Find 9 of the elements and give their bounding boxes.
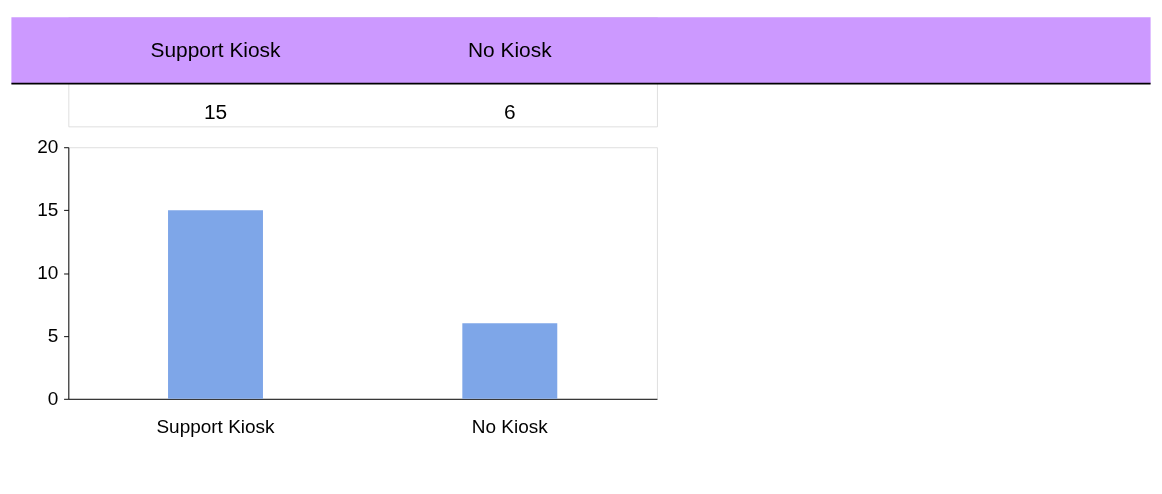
data-label: 15	[203, 99, 228, 123]
category-label: No Kiosk	[468, 38, 552, 62]
data-label: 6	[503, 99, 516, 123]
y-tick-label: 20	[37, 136, 59, 158]
y-tick-label: 0	[47, 388, 59, 409]
category-label: Support Kiosk	[150, 38, 281, 62]
y-tick-label: 5	[47, 325, 59, 347]
y-tick-label: 15	[37, 199, 59, 221]
y-tick-label: 10	[37, 262, 59, 284]
